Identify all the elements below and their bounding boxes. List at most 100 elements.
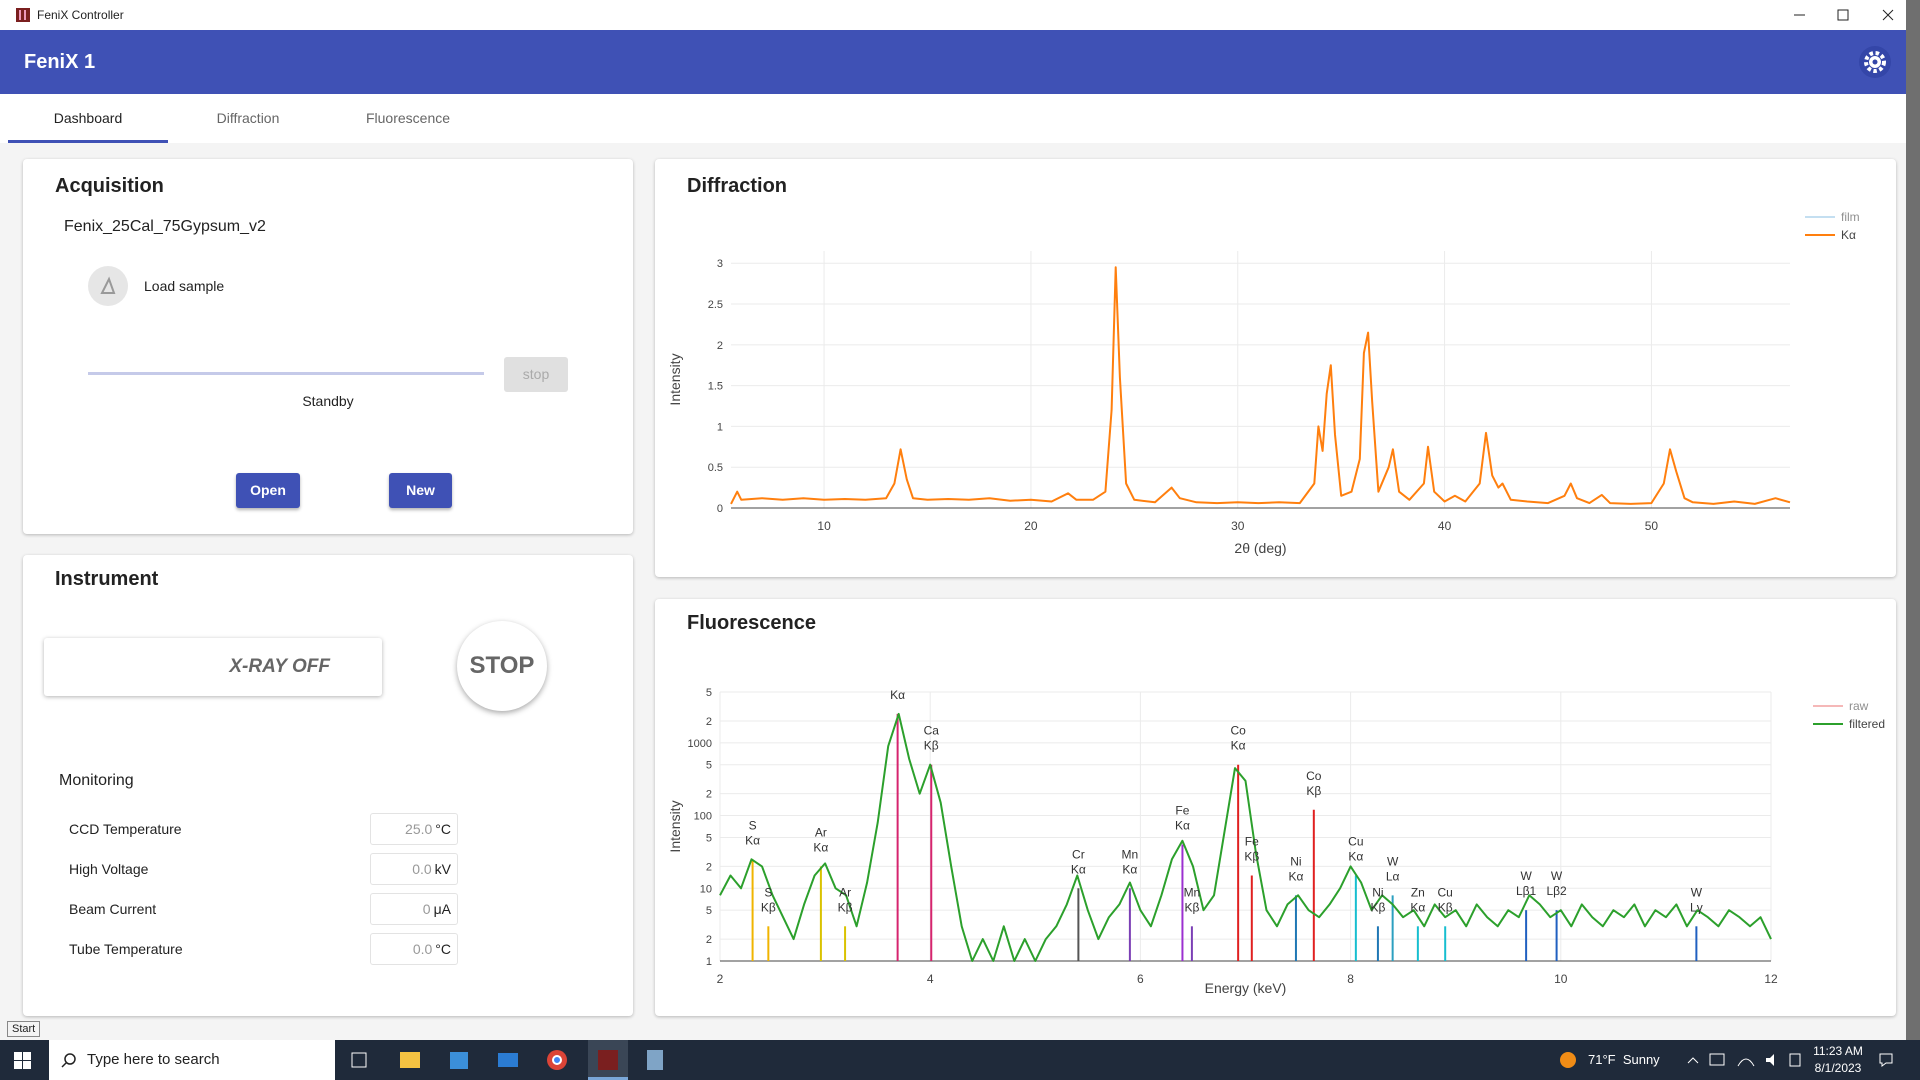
acquisition-card: Acquisition Fenix_25Cal_75Gypsum_v2 Load… xyxy=(23,159,633,534)
line-name-label: Kα xyxy=(745,833,760,847)
line-element-label: S xyxy=(749,818,757,832)
clock-date[interactable]: 8/1/2023 xyxy=(1814,1061,1862,1075)
tab[interactable]: Fluorescence xyxy=(365,110,451,126)
open-button[interactable]: Open xyxy=(236,473,300,508)
x-tick-label: 8 xyxy=(1347,972,1354,986)
legend-label: filtered xyxy=(1849,717,1885,731)
progress-bar xyxy=(88,372,484,375)
x-tick-label: 50 xyxy=(1645,519,1659,533)
monitor-label: Beam Current xyxy=(69,901,157,917)
y-axis-title: Intensity xyxy=(667,800,683,852)
monitor-value: 0 xyxy=(422,901,431,917)
legend-label: Kα xyxy=(1841,228,1856,242)
data-line xyxy=(730,266,1791,505)
line-name-label: Kβ xyxy=(1306,784,1321,798)
app-bar: FeniX 1 xyxy=(0,30,1906,94)
window-title: FeniX Controller xyxy=(37,8,124,22)
notifications[interactable] xyxy=(1878,1052,1894,1068)
x-tick-label: 6 xyxy=(1137,972,1144,986)
taskbar: Type here to search 71°F Sunny 11:23 AM … xyxy=(0,1040,1920,1080)
line-element-label: Co xyxy=(1306,769,1322,783)
system-tray[interactable] xyxy=(1684,1050,1814,1070)
legend-item[interactable]: filtered xyxy=(1813,717,1885,731)
line-name-label: Kα xyxy=(1071,862,1086,876)
tooltip: Start xyxy=(7,1021,41,1037)
line-name-label: Kα xyxy=(1348,849,1363,863)
line-name-label: Lβ1 xyxy=(1516,884,1537,898)
y-tick-label: 5 xyxy=(706,760,712,772)
tab[interactable]: Diffraction xyxy=(216,110,280,126)
tab[interactable]: Dashboard xyxy=(53,110,123,126)
y-tick-label: 2 xyxy=(706,934,712,946)
y-tick-label: 2 xyxy=(717,340,723,352)
line-element-label: W xyxy=(1551,869,1563,883)
y-tick-label: 0.5 xyxy=(708,462,723,474)
monitor-field[interactable]: 0.0 °C xyxy=(370,933,458,965)
line-name-label: Lβ2 xyxy=(1546,884,1567,898)
line-element-label: W xyxy=(1387,854,1399,868)
y-tick-label: 3 xyxy=(717,258,723,270)
y-tick-label: 2 xyxy=(706,861,712,873)
search-box[interactable]: Type here to search xyxy=(49,1040,335,1080)
maximize[interactable] xyxy=(1837,9,1849,21)
start-button[interactable] xyxy=(14,1052,31,1069)
new-button[interactable]: New xyxy=(389,473,452,508)
stop-button[interactable]: STOP xyxy=(457,621,547,711)
monitor-value: 0.0 xyxy=(412,941,433,957)
stop-button[interactable]: stop xyxy=(504,357,568,392)
settings-button[interactable] xyxy=(1859,46,1891,78)
monitor-unit: kV xyxy=(434,861,451,877)
y-tick-label: 1.5 xyxy=(708,381,723,393)
line-element-label: S xyxy=(764,885,772,899)
monitor-field[interactable]: 25.0 °C xyxy=(370,813,458,845)
title-bar: FeniX Controller xyxy=(0,0,1906,30)
monitor-field[interactable]: 0 μA xyxy=(370,893,458,925)
line-name-label: Lα xyxy=(1386,869,1400,883)
window-controls[interactable] xyxy=(1780,0,1906,30)
line-name-label: Lγ xyxy=(1690,900,1703,914)
x-tick-label: 10 xyxy=(1554,972,1568,986)
load-icon[interactable] xyxy=(88,266,128,306)
line-element-label: W xyxy=(1691,885,1703,899)
legend-item[interactable]: Kα xyxy=(1805,228,1856,242)
load-label[interactable]: Load sample xyxy=(144,278,225,294)
y-tick-label: 2 xyxy=(706,789,712,801)
diffraction-chart: 0 0.5 1 1.5 2 2.5 3 10 20 30 40 50 2θ (deg) Intensity… xyxy=(667,210,1860,556)
clock-time[interactable]: 11:23 AM xyxy=(1813,1044,1863,1058)
card-title: Acquisition xyxy=(55,175,164,197)
search-icon xyxy=(61,1053,76,1068)
monitor-unit: °C xyxy=(435,941,451,957)
card-title: Diffraction xyxy=(687,175,787,197)
app-title: FeniX 1 xyxy=(24,51,96,73)
monitor-field[interactable]: 0.0 kV xyxy=(370,853,458,885)
line-name-label: Kα xyxy=(1288,869,1303,883)
monitor-unit: °C xyxy=(435,821,451,837)
weather-icon xyxy=(1560,1052,1576,1068)
y-axis-title: Intensity xyxy=(667,353,683,405)
line-name-label: Kα xyxy=(1231,739,1246,753)
app-icon xyxy=(16,8,30,22)
line-element-label: Mn xyxy=(1122,847,1139,861)
tab-indicator xyxy=(8,140,168,143)
y-tick-label: 2.5 xyxy=(708,299,723,311)
line-element-label: Ca xyxy=(924,724,940,738)
weather[interactable]: 71°F Sunny xyxy=(1588,1052,1660,1067)
y-tick-label: 0 xyxy=(717,503,723,515)
legend-item[interactable]: film xyxy=(1805,210,1860,224)
xray-status: X-RAY OFF xyxy=(44,638,382,696)
monitor-label: High Voltage xyxy=(69,861,149,877)
x-tick-label: 30 xyxy=(1231,519,1245,533)
close[interactable] xyxy=(1882,9,1894,21)
line-element-label: Fe xyxy=(1245,834,1259,848)
y-tick-label: 1 xyxy=(717,421,723,433)
line-element-label: Ni xyxy=(1290,854,1301,868)
x-axis-title: 2θ (deg) xyxy=(1234,540,1286,556)
taskbar-apps[interactable] xyxy=(350,1040,670,1080)
line-element-label: Zn xyxy=(1411,885,1425,899)
legend-label: film xyxy=(1841,210,1860,224)
line-element-label: Mn xyxy=(1184,885,1201,899)
x-tick-label: 40 xyxy=(1438,519,1452,533)
legend-item[interactable]: raw xyxy=(1813,699,1869,713)
